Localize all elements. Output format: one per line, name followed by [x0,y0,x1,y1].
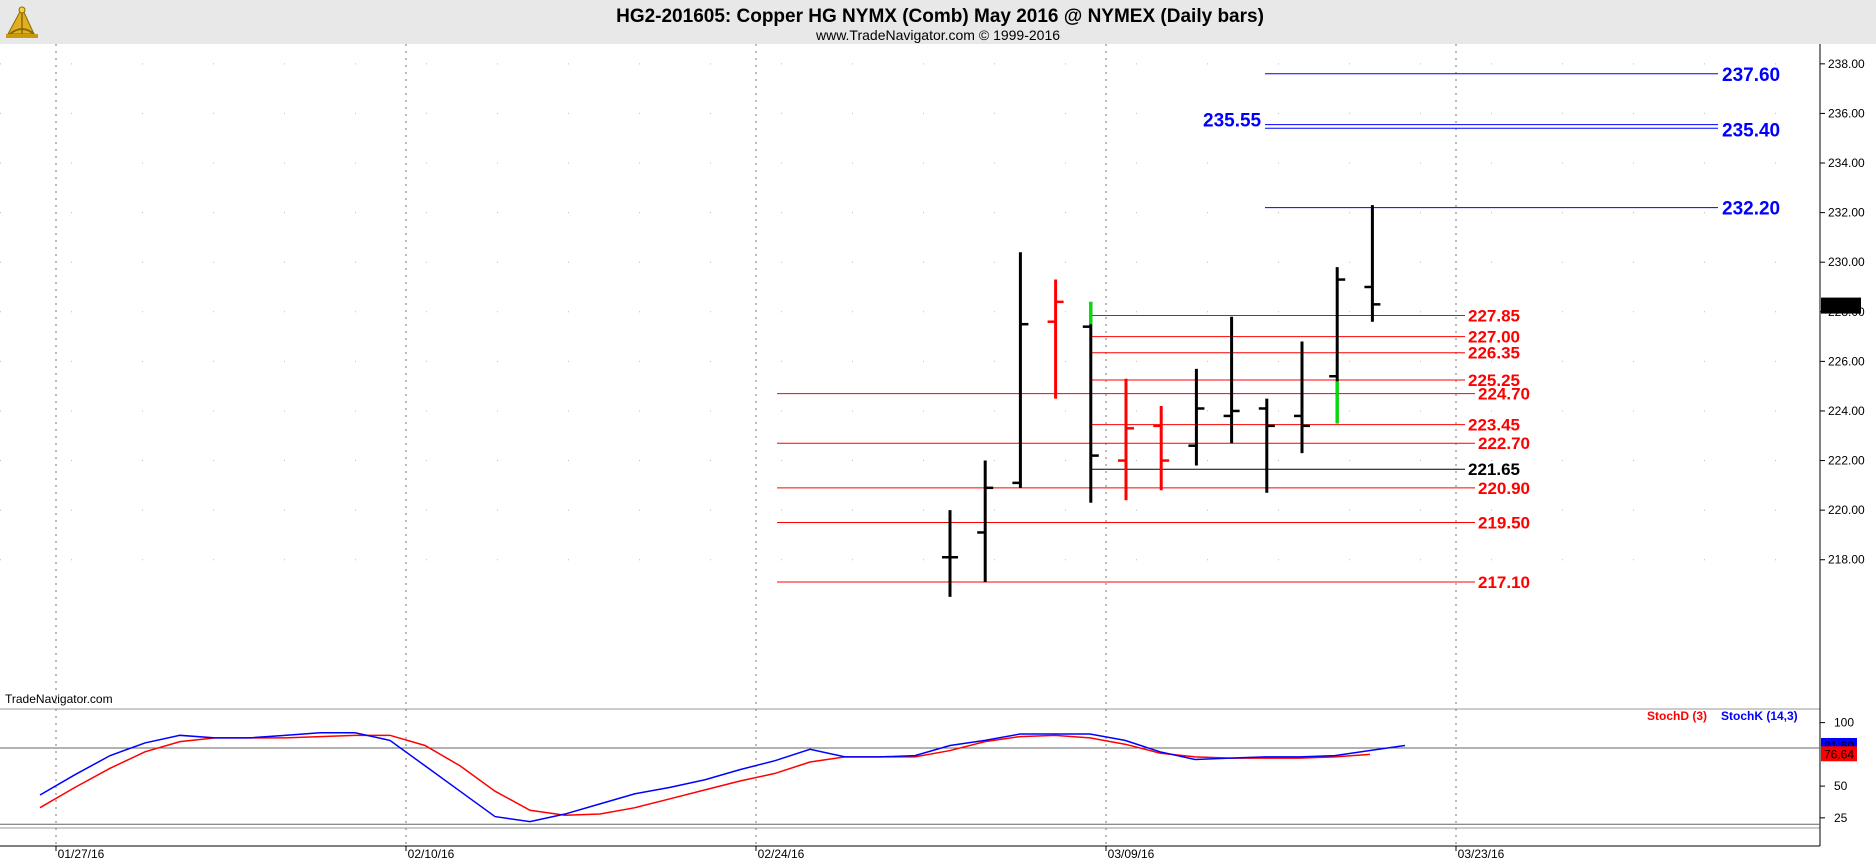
stoch-d-value: 76.64 [1824,747,1854,761]
last-price-label: 228.25 [1823,299,1860,313]
level-label-237.60: 237.60 [1722,65,1780,86]
x-tick-label: 03/23/16 [1458,847,1505,861]
price-tick-label: 222.00 [1828,454,1865,468]
stoch-d-badge [1821,746,1857,762]
last-price-box [1821,297,1861,314]
price-tick-label: 218.00 [1828,553,1865,567]
x-tick-label: 03/09/16 [1108,847,1155,861]
level-label-235.55: 235.55 [1203,111,1262,132]
level-label-227.00: 227.00 [1468,328,1520,347]
level-label-217.10: 217.10 [1478,573,1530,592]
stoch-lines [39,732,1406,823]
level-label-226.35: 226.35 [1468,344,1520,363]
price-tick-label: 232.00 [1828,206,1865,220]
x-tick-label: 02/10/16 [408,847,455,861]
price-tick-label: 230.00 [1828,255,1865,269]
price-grid [0,44,1820,709]
chart-subtitle: www.TradeNavigator.com © 1999-2016 [815,27,1060,43]
price-tick-label: 224.00 [1828,404,1865,418]
price-tick-label: 226.00 [1828,354,1865,368]
stoch-series-red [39,734,1371,817]
x-axis: 01/27/16 02/10/16 02/24/16 03/09/16 03/23/16 [0,845,1820,861]
level-label-235.40: 235.40 [1722,120,1780,141]
level-label-224.70: 224.70 [1478,385,1530,404]
price-axis: 218.00220.00222.00224.00226.00228.00230.… [1820,57,1865,567]
level-label-232.20: 232.20 [1722,199,1780,220]
price-bars [942,205,1381,597]
stoch-tick-label: 100 [1834,716,1854,730]
price-levels: 237.60 235.55 235.40 232.20 227.85 227.00226.… [777,65,1780,592]
level-label-227.85: 227.85 [1468,307,1520,326]
price-tick-label: 234.00 [1828,156,1865,170]
stoch-tick-label: 50 [1834,779,1848,793]
level-label-223.45: 223.45 [1468,416,1520,435]
stoch-tick-label: 25 [1834,811,1848,825]
header-band [0,0,1876,44]
level-label-222.70: 222.70 [1478,434,1530,453]
x-tick-label: 02/24/16 [758,847,805,861]
level-label-220.90: 220.90 [1478,479,1530,498]
price-tick-label: 220.00 [1828,503,1865,517]
chart-title: HG2-201605: Copper HG NYMX (Comb) May 20… [616,6,1264,27]
stoch-series-blue [39,732,1406,823]
price-tick-label: 236.00 [1828,106,1865,120]
level-label-225.25: 225.25 [1468,371,1520,390]
legend-stoch-k: StochK (14,3) [1721,709,1798,723]
watermark-text: TradeNavigator.com [5,692,113,706]
price-tick-label: 238.00 [1828,57,1865,71]
sextant-logo-icon [6,6,38,38]
stoch-grid [0,709,1820,846]
x-tick-label: 01/27/16 [58,847,105,861]
level-label-219.50: 219.50 [1478,514,1530,533]
legend-stoch-d: StochD (3) [1647,709,1707,723]
level-label-221.65: 221.65 [1468,460,1520,479]
